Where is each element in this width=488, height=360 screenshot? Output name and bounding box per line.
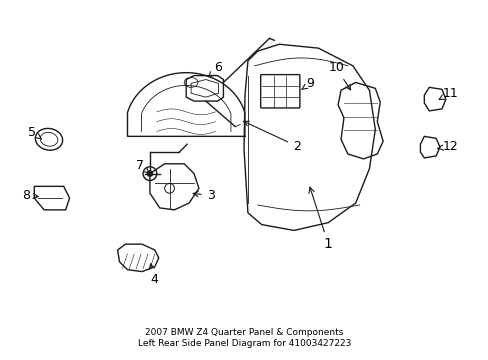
Circle shape [147,171,153,176]
Text: 10: 10 [327,61,350,90]
Text: 4: 4 [149,264,158,286]
Text: 12: 12 [436,140,458,153]
Text: 8: 8 [22,189,38,202]
Text: 11: 11 [438,87,458,100]
Text: 9: 9 [301,77,314,90]
Text: 7: 7 [136,159,149,173]
Text: 2007 BMW Z4 Quarter Panel & Components
Left Rear Side Panel Diagram for 41003427: 2007 BMW Z4 Quarter Panel & Components L… [138,328,350,348]
Text: 1: 1 [308,187,332,251]
Text: 2: 2 [243,121,300,153]
Text: 3: 3 [193,189,214,202]
Text: 6: 6 [208,61,222,77]
Text: 5: 5 [28,126,41,139]
